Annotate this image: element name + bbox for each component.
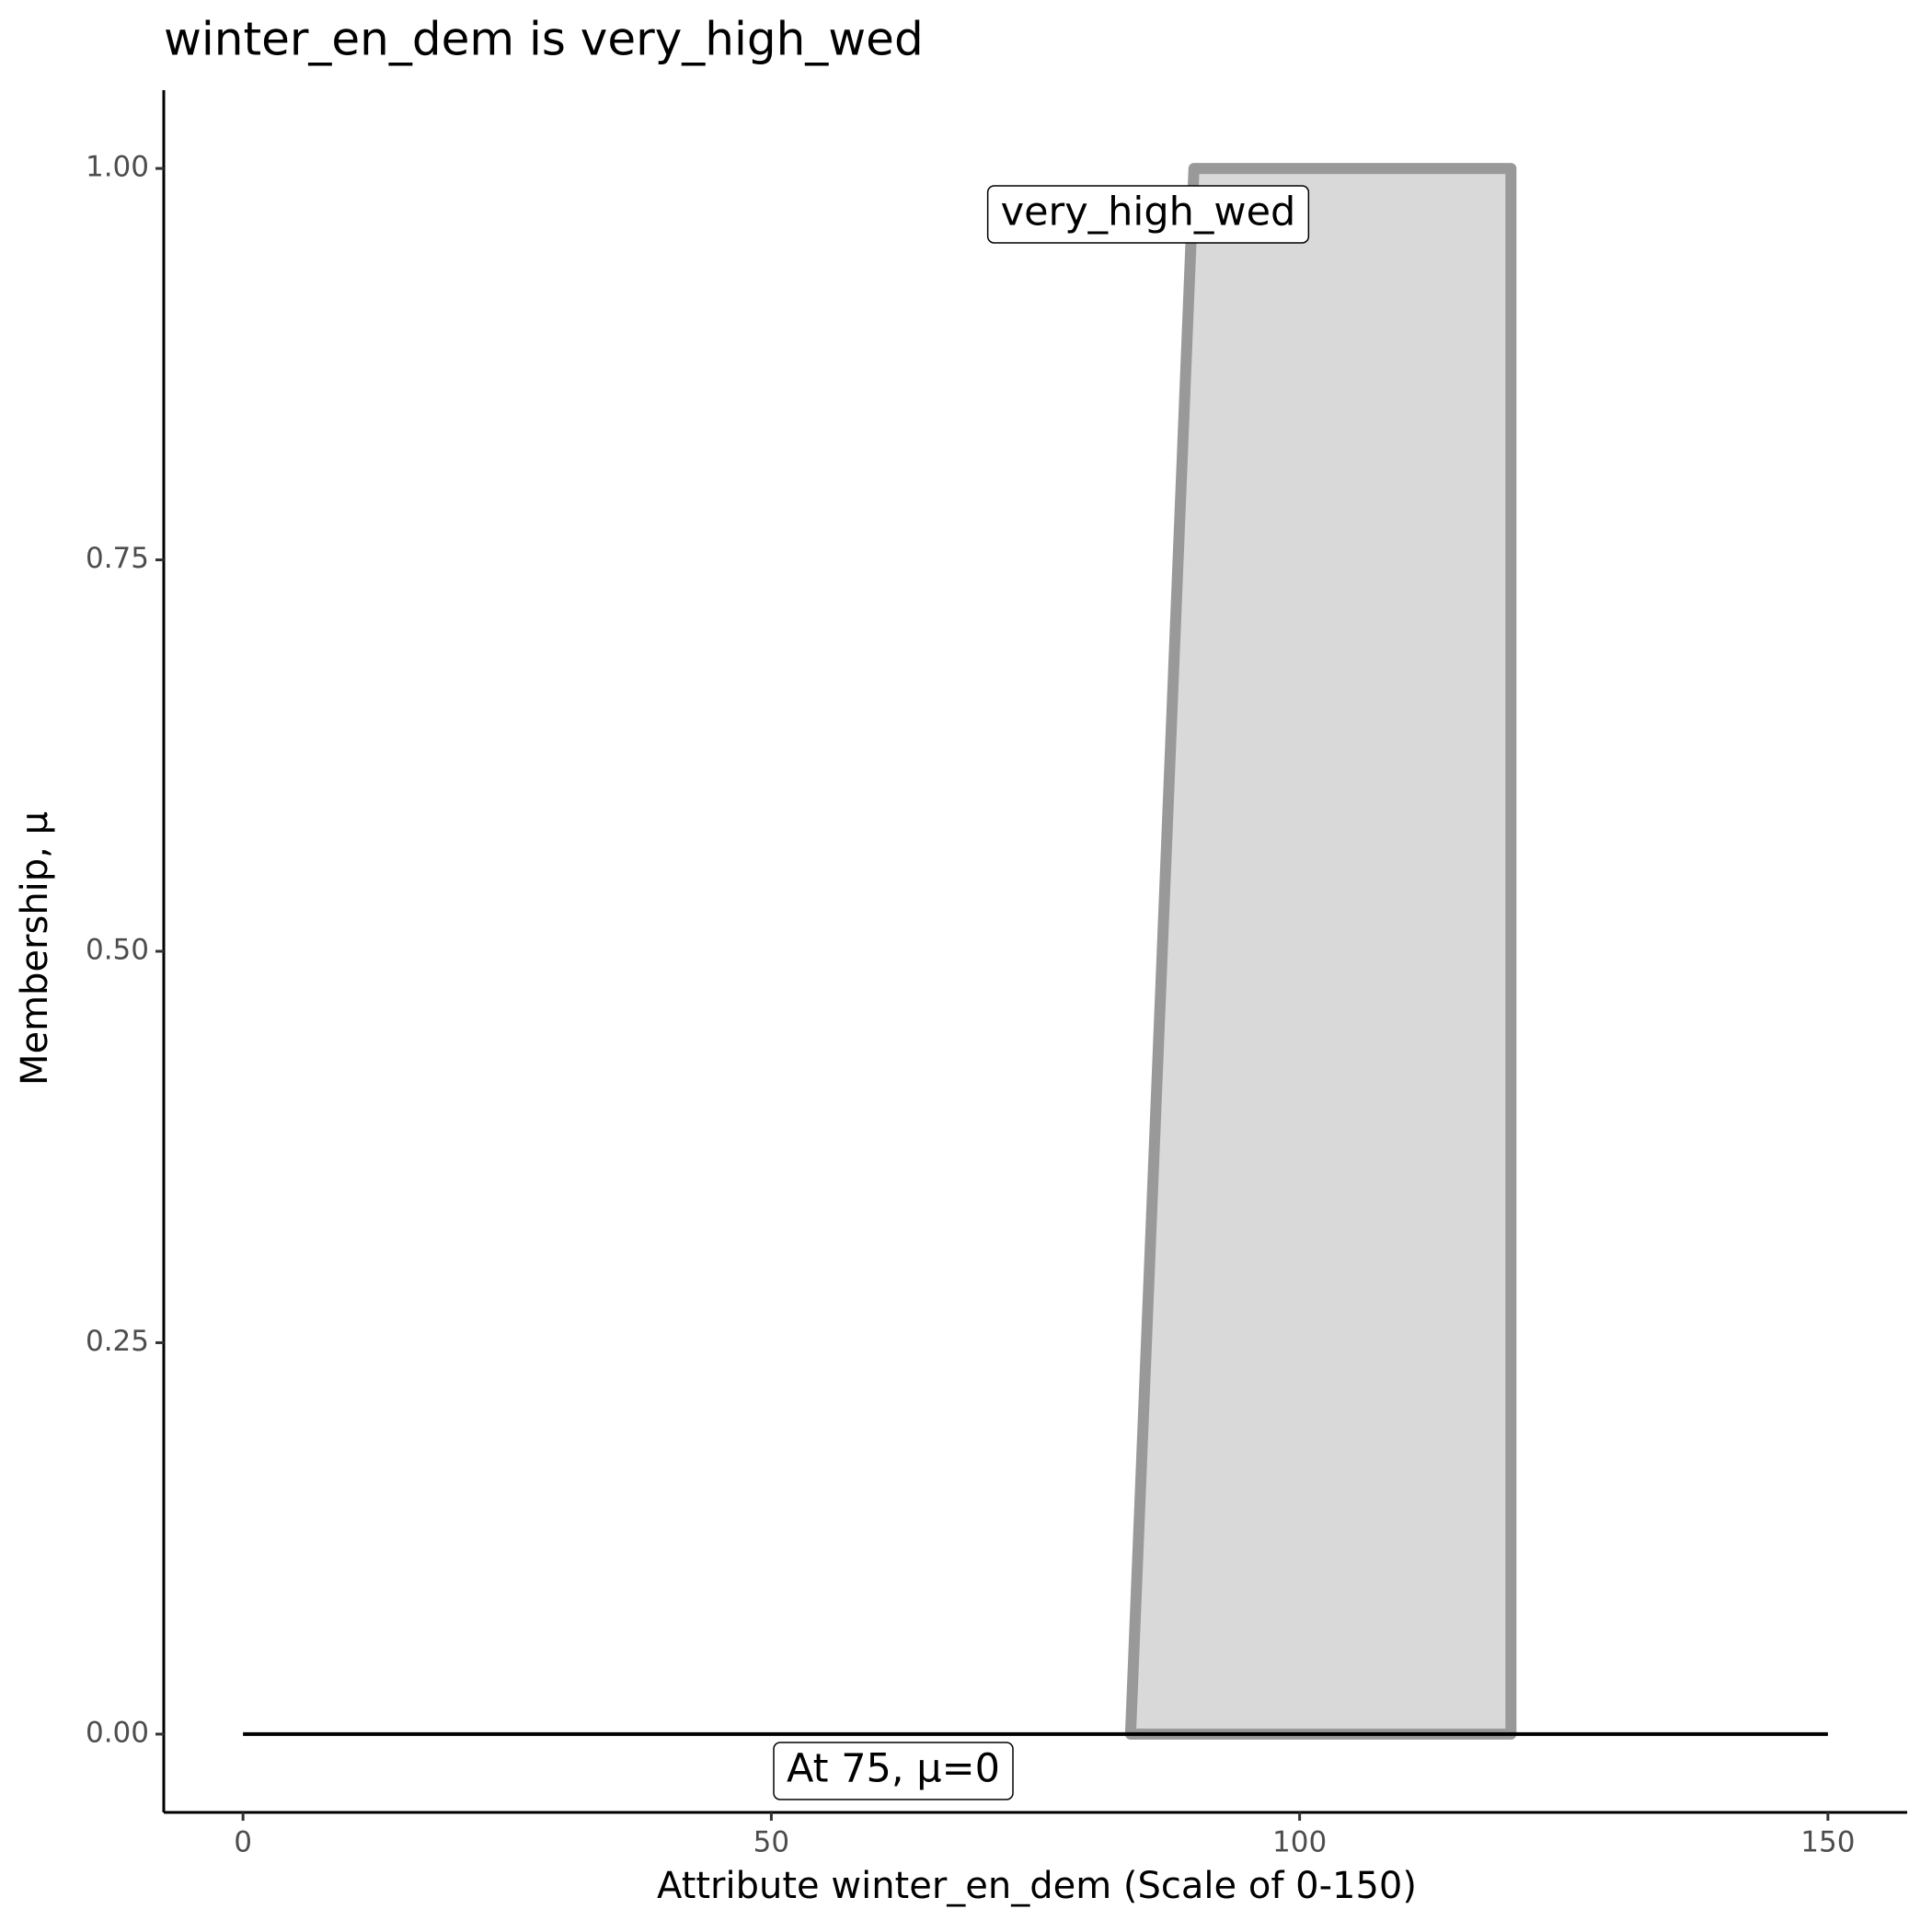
y-tick-label: 0.25 xyxy=(86,1325,149,1358)
x-tick-label: 50 xyxy=(753,1826,789,1859)
y-tick-label: 0.50 xyxy=(86,934,149,967)
chart-title: winter_en_dem is very_high_wed xyxy=(164,13,924,66)
membership-area xyxy=(1124,163,1517,1740)
x-tick-label: 100 xyxy=(1272,1826,1327,1859)
annotation-box xyxy=(773,1742,1014,1800)
annotation-label: very_high_wed xyxy=(1001,190,1296,236)
annotation-box xyxy=(986,185,1310,244)
y-tick-label: 0.00 xyxy=(86,1716,149,1749)
x-tick-label: 0 xyxy=(234,1826,252,1859)
x-axis-title: Attribute winter_en_dem (Scale of 0-150) xyxy=(657,1865,1417,1907)
y-tick-label: 1.00 xyxy=(86,151,149,184)
y-tick-label: 0.75 xyxy=(86,542,149,575)
x-tick-label: 150 xyxy=(1800,1826,1855,1859)
annotation-label: At 75, μ=0 xyxy=(787,1746,1000,1792)
y-axis-title: Membership, μ xyxy=(14,811,56,1086)
